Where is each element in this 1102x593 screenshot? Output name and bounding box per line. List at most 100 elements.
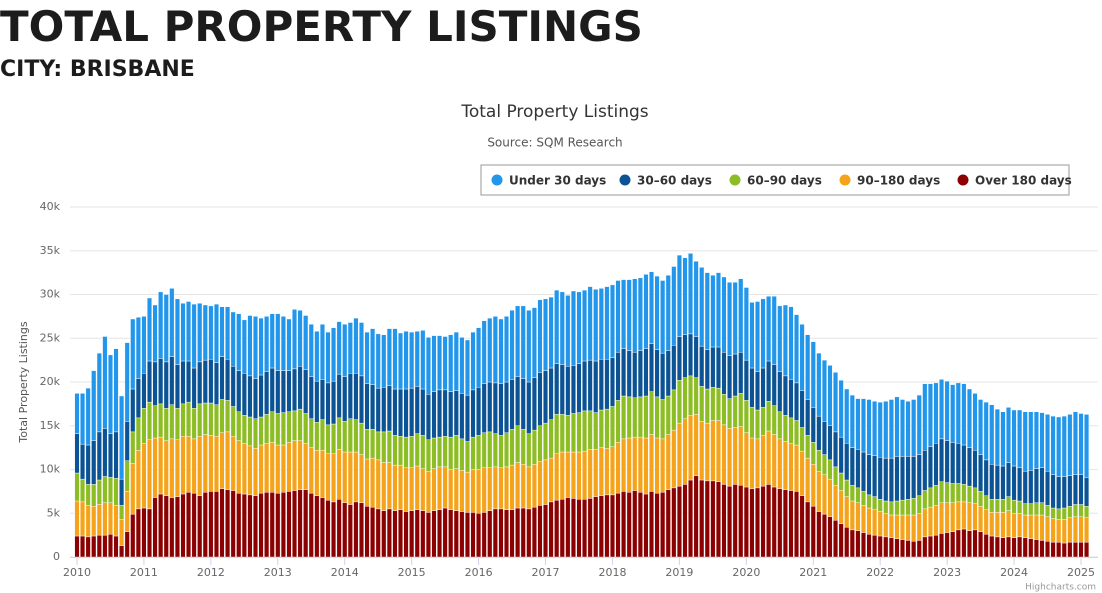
bar-segment	[230, 436, 236, 491]
bar-segment	[805, 501, 811, 558]
bar-segment	[771, 405, 777, 435]
bar-segment	[570, 365, 576, 414]
bar-segment	[593, 412, 599, 450]
bar-segment	[927, 487, 933, 508]
bar-segment	[358, 322, 364, 377]
bar-segment	[1061, 476, 1067, 509]
bar-segment	[704, 349, 710, 390]
bar-segment	[414, 331, 420, 387]
bar-segment	[492, 508, 498, 558]
bar-segment	[264, 371, 270, 415]
bar-segment	[197, 436, 203, 496]
bar-segment	[637, 436, 643, 493]
bar-segment	[425, 439, 431, 472]
legend-label: 60–90 days	[747, 174, 822, 188]
bar-segment	[169, 497, 175, 558]
bar-segment	[950, 502, 956, 532]
bar-segment	[548, 419, 554, 459]
bar-segment	[292, 410, 298, 441]
bar-segment	[297, 440, 303, 490]
bar-segment	[704, 480, 710, 558]
bar-segment	[559, 364, 565, 415]
bar-segment	[96, 352, 102, 433]
bar-segment	[520, 429, 526, 465]
bar-segment	[431, 510, 437, 558]
bar-segment	[939, 379, 945, 440]
bar-segment	[649, 434, 654, 492]
bar-segment	[102, 336, 108, 429]
bar-segment	[147, 297, 152, 362]
bar-segment	[392, 464, 398, 511]
bar-segment	[1078, 504, 1084, 517]
bar-segment	[141, 316, 147, 374]
bar-segment	[459, 337, 465, 394]
bar-segment	[197, 403, 203, 437]
bar-segment	[370, 457, 376, 508]
bar-segment	[827, 425, 833, 461]
bar-segment	[939, 481, 945, 503]
bar-segment	[1050, 541, 1056, 558]
bar-segment	[197, 303, 203, 363]
bar-segment	[710, 420, 716, 482]
bar-segment	[531, 506, 537, 558]
bar-segment	[1039, 514, 1045, 541]
bar-segment	[621, 348, 627, 397]
bar-segment	[364, 506, 370, 558]
legend-swatch	[619, 174, 631, 186]
bar-segment	[972, 487, 978, 504]
bar-segment	[403, 331, 409, 390]
x-tick-label: 2021	[799, 566, 827, 579]
bar-segment	[637, 350, 643, 398]
bar-segment	[565, 415, 571, 453]
bar-segment	[292, 440, 298, 491]
bar-segment	[598, 359, 604, 411]
bar-segment	[537, 299, 543, 373]
bar-segment	[1072, 474, 1078, 505]
bar-segment	[939, 502, 945, 534]
bar-segment	[331, 453, 337, 503]
bar-segment	[1072, 541, 1078, 558]
bar-segment	[481, 383, 487, 433]
bar-segment	[855, 530, 861, 558]
bar-segment	[749, 302, 755, 369]
bar-segment	[1022, 411, 1028, 472]
bar-segment	[660, 280, 666, 354]
bar-segment	[654, 349, 660, 398]
bar-segment	[358, 422, 364, 455]
bar-segment	[872, 401, 878, 456]
bar-segment	[621, 491, 627, 558]
bar-segment	[130, 388, 136, 433]
bar-segment	[821, 454, 827, 475]
bar-segment	[598, 495, 604, 558]
bar-segment	[782, 304, 788, 377]
bar-segment	[1084, 517, 1090, 543]
bar-segment	[526, 381, 532, 434]
bar-segment	[515, 462, 521, 509]
bar-segment	[1045, 505, 1051, 517]
bar-segment	[186, 492, 192, 558]
bar-segment	[660, 492, 666, 558]
bar-segment	[219, 356, 225, 400]
bar-segment	[158, 358, 164, 405]
bar-segment	[398, 464, 403, 510]
bar-segment	[727, 428, 733, 487]
bar-segment	[80, 535, 86, 558]
bar-segment	[855, 449, 861, 489]
bar-segment	[420, 388, 426, 436]
bar-segment	[643, 348, 649, 397]
bar-segment	[275, 313, 281, 371]
bar-segment	[509, 464, 515, 510]
bar-segment	[1084, 506, 1090, 518]
bar-segment	[1000, 537, 1006, 558]
bar-segment	[615, 400, 621, 443]
bar-segment	[241, 443, 247, 495]
bar-segment	[208, 402, 214, 436]
bar-segment	[180, 403, 186, 437]
bar-segment	[1028, 411, 1034, 471]
bar-segment	[504, 381, 509, 433]
bar-segment	[520, 305, 526, 379]
bar-segment	[386, 328, 392, 386]
bar-segment	[442, 389, 448, 437]
bar-segment	[704, 388, 710, 424]
bar-segment	[760, 367, 766, 408]
